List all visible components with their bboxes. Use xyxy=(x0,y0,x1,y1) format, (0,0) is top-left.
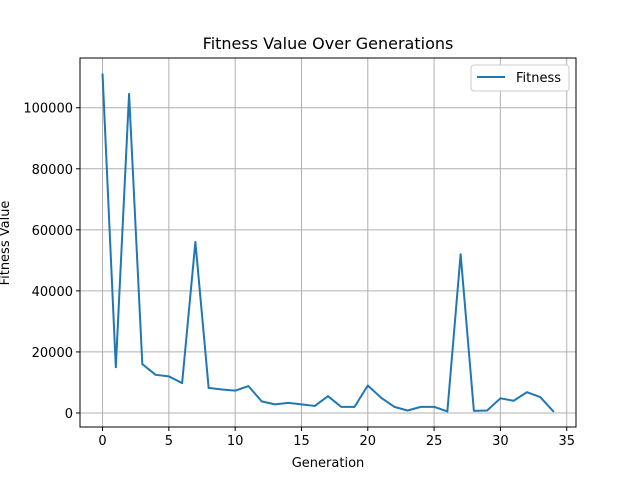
data-point xyxy=(247,385,250,388)
data-point xyxy=(207,387,210,389)
x-tick-label: 20 xyxy=(360,434,377,449)
data-point xyxy=(539,396,542,398)
data-point xyxy=(194,241,197,243)
data-point xyxy=(181,382,184,384)
legend-box xyxy=(470,64,570,92)
y-tick-label: 40000 xyxy=(32,285,73,300)
y-axis-label: Fitness Value xyxy=(0,201,13,286)
x-tick-label: 25 xyxy=(426,434,443,449)
x-tick-label: 10 xyxy=(227,434,244,449)
data-point xyxy=(380,396,382,399)
data-point xyxy=(101,73,104,76)
y-tick-label: 100000 xyxy=(23,102,73,117)
data-point xyxy=(327,395,329,398)
x-tick-label: 5 xyxy=(165,434,173,449)
data-point xyxy=(340,405,343,408)
data-point xyxy=(260,400,263,403)
data-point xyxy=(234,389,237,392)
y-tick-label: 80000 xyxy=(32,163,73,178)
data-point xyxy=(552,410,555,413)
y-tick-label: 20000 xyxy=(32,346,73,361)
data-point xyxy=(526,391,528,394)
data-point xyxy=(446,410,449,413)
data-point xyxy=(221,388,223,391)
data-point xyxy=(353,405,356,408)
data-point xyxy=(128,93,130,95)
y-axis-ticks: 0 20000 40000 60000 80000 100000 xyxy=(23,102,80,422)
series-line-fitness xyxy=(101,74,555,413)
plot-frame xyxy=(79,57,577,428)
x-tick-label: 30 xyxy=(492,434,509,449)
data-point xyxy=(287,401,290,404)
chart-title: Fitness Value Over Generations xyxy=(203,34,454,53)
data-point xyxy=(366,384,369,387)
data-point xyxy=(300,403,303,406)
data-point xyxy=(419,405,422,408)
data-point xyxy=(512,399,515,402)
data-point xyxy=(406,409,409,412)
series-layer xyxy=(101,73,555,413)
grid xyxy=(80,58,576,427)
legend: Fitness xyxy=(470,64,570,92)
x-tick-label: 35 xyxy=(558,434,575,449)
data-point xyxy=(313,405,316,407)
data-point xyxy=(393,405,396,408)
x-tick-label: 0 xyxy=(98,434,106,449)
x-axis-label: Generation xyxy=(292,456,365,471)
legend-label-fitness: Fitness xyxy=(516,71,561,86)
data-point xyxy=(141,363,144,366)
y-tick-label: 0 xyxy=(65,407,73,422)
data-point xyxy=(154,373,157,376)
data-point xyxy=(167,375,170,378)
x-axis-ticks: 0 5 10 15 20 25 30 35 xyxy=(98,427,575,449)
x-tick-label: 15 xyxy=(293,434,310,449)
data-point xyxy=(486,409,489,412)
data-point xyxy=(274,403,276,406)
data-point xyxy=(433,405,435,408)
y-tick-label: 60000 xyxy=(32,224,73,239)
data-point xyxy=(459,253,462,256)
data-point xyxy=(499,397,502,400)
data-point xyxy=(114,366,117,369)
data-point xyxy=(472,409,475,412)
